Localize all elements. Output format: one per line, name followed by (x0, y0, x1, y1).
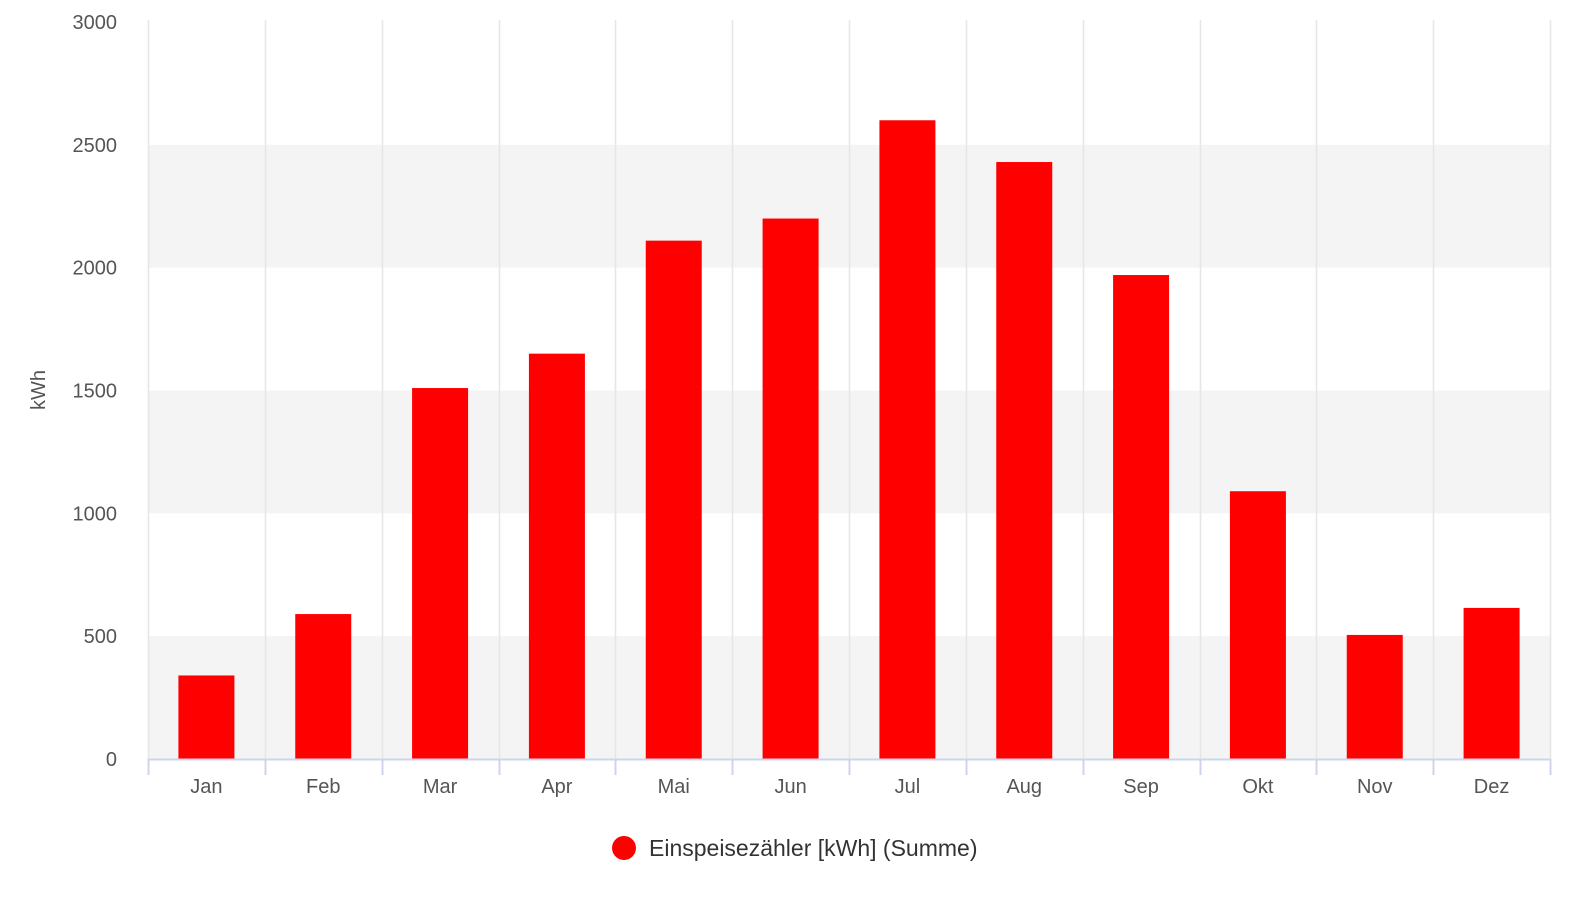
vertical-gridlines (147, 20, 1552, 759)
legend[interactable]: Einspeisezähler [kWh] (Summe) (612, 835, 978, 861)
bar-mar[interactable] (412, 388, 469, 759)
x-tick-label-okt: Okt (1242, 776, 1274, 798)
bar-okt[interactable] (1229, 491, 1286, 759)
x-tick-label-jul: Jul (895, 776, 921, 798)
x-tick-label-jun: Jun (774, 776, 806, 798)
x-tick-label-nov: Nov (1357, 776, 1393, 798)
x-tick-label-apr: Apr (541, 776, 572, 798)
y-tick-label: 1500 (73, 381, 118, 403)
x-tick-label-dez: Dez (1474, 776, 1510, 798)
bar-feb[interactable] (295, 614, 352, 759)
bar-jan[interactable] (178, 675, 235, 759)
y-tick-label: 500 (84, 626, 117, 648)
bar-mai[interactable] (645, 240, 702, 760)
y-axis-tick-labels: 0 500 1000 1500 2000 2500 3000 (73, 12, 118, 771)
legend-item-label: Einspeisezähler [kWh] (Summe) (649, 835, 978, 861)
y-tick-label: 2500 (73, 135, 118, 157)
x-tick-label-aug: Aug (1006, 776, 1042, 798)
bar-jul[interactable] (879, 120, 936, 760)
y-axis-title: kWh (28, 370, 50, 410)
bar-dez[interactable] (1463, 607, 1520, 759)
y-tick-label: 2000 (73, 258, 118, 280)
y-tick-label: 0 (106, 749, 117, 771)
bar-sep[interactable] (1113, 275, 1170, 759)
bar-nov[interactable] (1346, 634, 1403, 759)
bar-series (178, 120, 1520, 760)
bar-jun[interactable] (762, 218, 819, 760)
x-tick-label-jan: Jan (190, 776, 222, 798)
x-tick-label-mai: Mai (658, 776, 690, 798)
y-tick-label: 3000 (73, 12, 118, 34)
legend-symbol (612, 836, 636, 860)
x-tick-label-feb: Feb (306, 776, 340, 798)
bar-apr[interactable] (528, 353, 585, 759)
x-tick-label-sep: Sep (1123, 776, 1159, 798)
bar-aug[interactable] (996, 162, 1053, 759)
x-tick-label-mar: Mar (423, 776, 458, 798)
y-tick-label: 1000 (73, 503, 118, 525)
x-axis-ticks (147, 759, 1552, 775)
x-axis-tick-labels: Jan Feb Mar Apr Mai Jun Jul Aug Sep Okt Nov Dez (190, 776, 1509, 798)
